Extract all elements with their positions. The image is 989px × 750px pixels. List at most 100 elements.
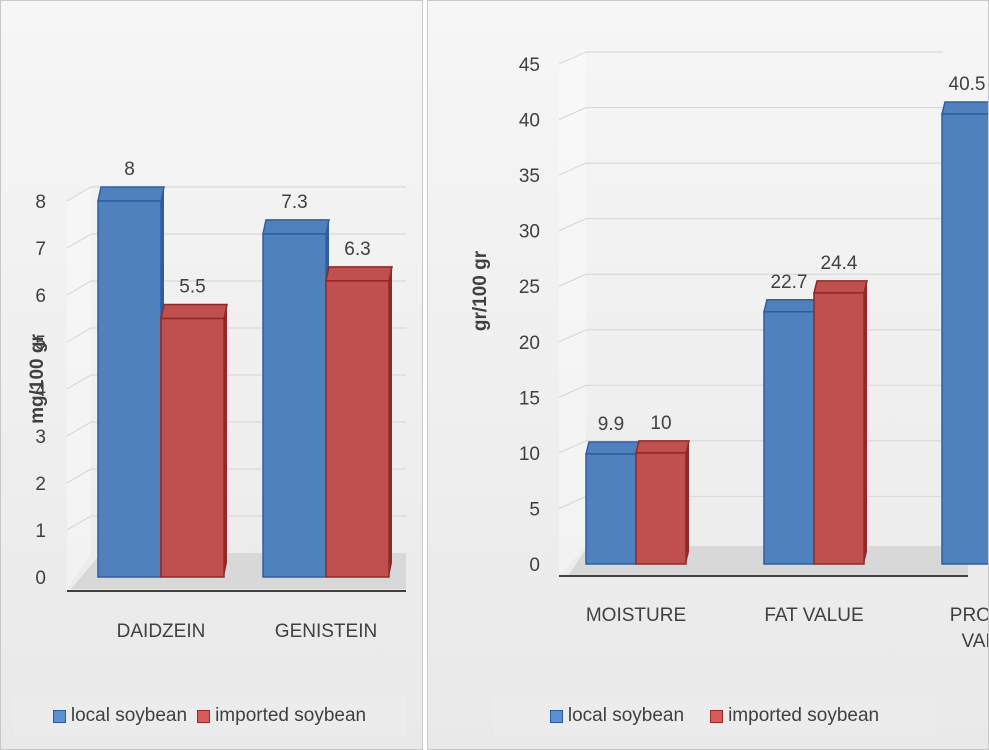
gridline-depth (66, 233, 92, 249)
data-label: 8 (124, 159, 135, 180)
y-axis-label: mg/100 gr (27, 334, 48, 424)
y-tick-label: 3 (35, 427, 46, 448)
gridline-depth (66, 327, 92, 343)
legend-entry-imported: imported soybean (710, 705, 879, 727)
gridline-depth (558, 107, 587, 121)
legend-entry-imported: imported soybean (197, 705, 366, 727)
y-tick-label: 0 (35, 568, 46, 589)
legend-swatch-imported (710, 709, 724, 723)
bar-front-face (941, 113, 988, 565)
gridline-depth (66, 186, 92, 202)
gridline-depth (66, 374, 92, 390)
y-tick-label: 4 (35, 380, 46, 401)
bar-top-face (763, 299, 818, 313)
data-label: 7.3 (281, 192, 307, 213)
bar-front-face (635, 452, 687, 565)
legend-left: local soybean imported soybean (13, 696, 406, 736)
y-axis-label: gr/100 gr (470, 250, 491, 331)
legend-entry-local: local soybean (549, 705, 685, 727)
data-label: 6.3 (344, 239, 370, 260)
bar-imported-soybean-genistein (325, 266, 393, 578)
y-tick-label: 40 (519, 111, 540, 132)
legend-label-local: local soybean (70, 705, 188, 726)
bar-imported-soybean-moisture (635, 440, 690, 565)
y-tick-label: 1 (35, 521, 46, 542)
bar-front-face (262, 233, 327, 578)
y-tick-label: 25 (519, 277, 540, 298)
bar-top-face (160, 303, 228, 320)
data-label: 10 (650, 413, 671, 434)
bar-top-face (325, 266, 393, 282)
legend-swatch-local (549, 709, 563, 723)
chart-panel-right: 0 5 10 15 20 25 30 35 40 45 9.9 10 MOISTURE 22.7 24.4 F… (427, 0, 989, 750)
bar-local-soybean-genistein (262, 219, 330, 578)
bar-local-soybean-moisture (585, 441, 640, 565)
chart-panel-left: 0 1 2 3 4 5 6 7 8 8 5.5 DAIDZEIN 7.3 6.3 GENISTEIN mg/1… (0, 0, 423, 750)
legend-entry-local: local soybean (52, 705, 188, 727)
data-label: 24.4 (821, 253, 858, 274)
gridline-depth (558, 51, 587, 65)
x-tick-label: FAT VALUE (764, 605, 863, 626)
y-tick-label: 8 (35, 192, 46, 213)
bar-imported-soybean-fat-value (813, 280, 868, 565)
gridline-depth (66, 515, 92, 531)
bar-imported-soybean-daidzein (160, 303, 228, 578)
x-tick-label: GENISTEIN (275, 621, 377, 642)
plot-back-wall (67, 187, 91, 589)
bar-top-face (262, 219, 330, 235)
gridline-depth (66, 468, 92, 484)
y-tick-label: 35 (519, 166, 540, 187)
y-tick-label: 20 (519, 333, 540, 354)
bar-front-face (325, 280, 390, 578)
y-tick-label: 15 (519, 388, 540, 409)
legend-swatch-imported (197, 709, 211, 723)
bar-local-soybean-fat-value (763, 299, 818, 565)
bar-top-face (941, 101, 988, 115)
y-tick-label: 0 (529, 555, 540, 576)
bar-top-face (813, 280, 868, 294)
data-label: 22.7 (771, 272, 808, 293)
x-tick-label: PROTEIN (950, 605, 989, 626)
bar-top-face (97, 186, 165, 202)
y-tick-label: 30 (519, 222, 540, 243)
gridline-depth (558, 218, 587, 232)
data-label: 5.5 (179, 277, 205, 298)
data-label: 9.9 (598, 414, 624, 435)
gridline-depth (558, 384, 587, 398)
x-tick-label: DAIDZEIN (117, 621, 206, 642)
y-tick-label: 7 (35, 239, 46, 260)
plot-back-wall (559, 46, 586, 576)
bar-front-face (763, 311, 815, 565)
y-tick-label: 2 (35, 474, 46, 495)
gridline-depth (558, 273, 587, 287)
legend-label-imported: imported soybean (215, 705, 367, 726)
gridline-depth (558, 162, 587, 176)
bar-front-face (585, 453, 637, 565)
legend-swatch-local (52, 709, 66, 723)
legend-label-local: local soybean (567, 705, 685, 726)
y-tick-label: 6 (35, 286, 46, 307)
gridline-depth (558, 495, 587, 509)
gridline-depth (66, 280, 92, 296)
bar-local-soybean-daidzein (97, 186, 165, 578)
gridline-depth (558, 329, 587, 343)
bar-front-face (160, 317, 225, 578)
bar-local-soybean-protein-value (941, 101, 988, 565)
bar-top-face (585, 441, 640, 455)
legend-right: local soybean imported soybean (493, 696, 936, 736)
gridline-depth (66, 421, 92, 437)
chart-right: 0 5 10 15 20 25 30 35 40 45 9.9 10 MOISTURE 22.7 24.4 F… (470, 46, 989, 652)
bar-front-face (97, 200, 162, 578)
y-tick-label: 45 (519, 55, 540, 76)
x-tick-label: VALUE (962, 631, 989, 652)
y-tick-label: 5 (35, 333, 46, 354)
data-label: 40.5 (949, 74, 986, 95)
x-tick-label: MOISTURE (586, 605, 686, 626)
bar-front-face (813, 292, 865, 565)
legend-label-imported: imported soybean (728, 705, 880, 726)
y-tick-label: 10 (519, 444, 540, 465)
y-tick-label: 5 (529, 499, 540, 520)
gridline-depth (558, 440, 587, 454)
bar-top-face (635, 440, 690, 454)
chart-left: 0 1 2 3 4 5 6 7 8 8 5.5 DAIDZEIN 7.3 6.3 GENISTEIN mg/1… (27, 159, 406, 642)
